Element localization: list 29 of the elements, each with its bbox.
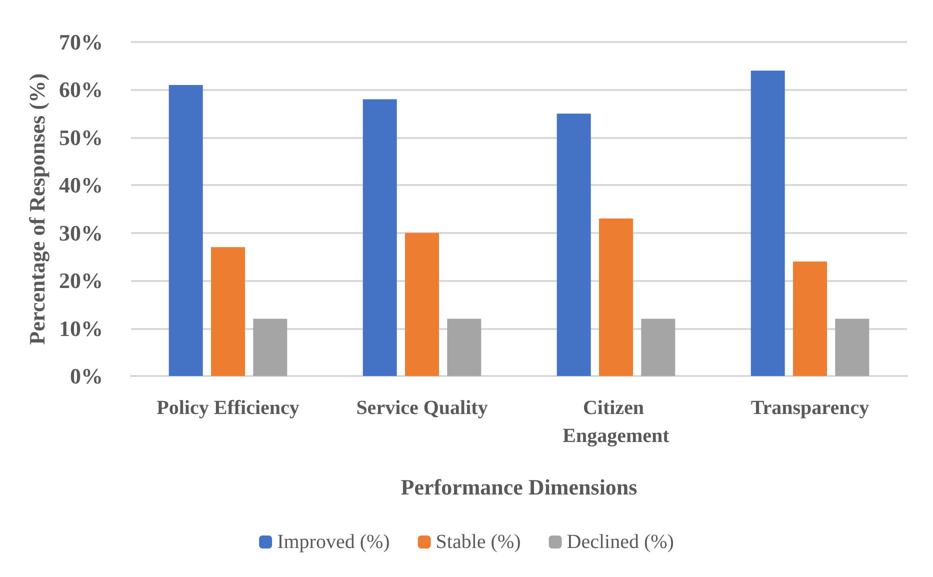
bar [362,99,397,376]
legend-label: Improved (%) [277,531,390,553]
bar [253,318,288,376]
bar [835,318,870,376]
y-tick-label: 0% [70,364,103,388]
legend-label: Declined (%) [566,531,674,553]
x-tick-label: Service Quality [356,397,488,419]
y-tick-label: 20% [59,268,103,294]
y-tick-label: 60% [59,77,103,102]
y-tick-label: 30% [59,220,103,246]
y-tick-label: 10% [59,316,103,341]
bar [405,232,439,376]
bar [447,318,482,376]
bar [211,247,245,376]
x-tick-label: Transparency [750,397,870,419]
y-tick-label: 70% [59,30,103,54]
y-tick-label: 50% [59,124,103,150]
bar [793,261,827,376]
y-axis-title: Percentage of Responses (%) [24,73,50,345]
x-tick-label: Citizen Engagement [562,397,670,447]
bar [641,318,676,376]
bar [168,84,203,376]
y-tick-label: 40% [59,172,103,198]
legend-label: Stable (%) [436,531,521,553]
bar [750,70,785,376]
x-axis-title: Performance Dimensions [400,474,638,500]
bar [599,218,633,376]
x-tick-label: Policy Efficiency [156,397,300,419]
bar [556,114,591,376]
